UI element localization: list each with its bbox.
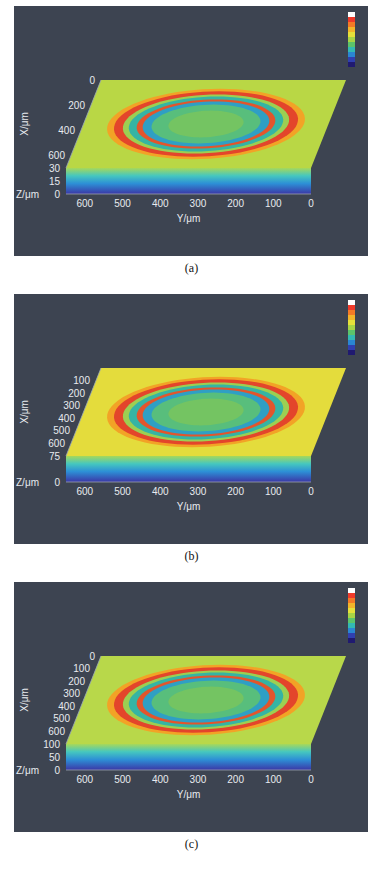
svg-text:100: 100 bbox=[73, 375, 90, 386]
svg-text:500: 500 bbox=[114, 774, 131, 785]
svg-text:100: 100 bbox=[265, 198, 282, 209]
svg-text:400: 400 bbox=[58, 125, 75, 136]
svg-text:X/μm: X/μm bbox=[19, 688, 30, 712]
svg-text:300: 300 bbox=[63, 400, 80, 411]
svg-text:400: 400 bbox=[58, 413, 75, 424]
svg-text:Z/μm: Z/μm bbox=[16, 765, 39, 776]
svg-text:500: 500 bbox=[53, 425, 70, 436]
svg-text:200: 200 bbox=[227, 198, 244, 209]
svg-text:15: 15 bbox=[49, 176, 61, 187]
svg-text:600: 600 bbox=[48, 150, 65, 161]
svg-text:100: 100 bbox=[265, 774, 282, 785]
svg-text:Z/μm: Z/μm bbox=[16, 477, 39, 488]
svg-text:0: 0 bbox=[89, 651, 95, 662]
svg-text:30: 30 bbox=[49, 163, 61, 174]
svg-text:300: 300 bbox=[190, 774, 207, 785]
svg-text:100: 100 bbox=[265, 486, 282, 497]
svg-text:(a): (a) bbox=[185, 261, 198, 275]
svg-text:600: 600 bbox=[48, 438, 65, 449]
svg-text:400: 400 bbox=[58, 701, 75, 712]
svg-text:400: 400 bbox=[152, 198, 169, 209]
svg-text:100: 100 bbox=[43, 739, 60, 750]
svg-text:X/μm: X/μm bbox=[19, 112, 30, 136]
svg-text:600: 600 bbox=[77, 486, 94, 497]
svg-text:0: 0 bbox=[54, 477, 60, 488]
svg-text:500: 500 bbox=[53, 713, 70, 724]
svg-text:X/μm: X/μm bbox=[19, 400, 30, 424]
svg-text:Y/μm: Y/μm bbox=[177, 789, 201, 800]
svg-text:0: 0 bbox=[54, 189, 60, 200]
svg-text:50: 50 bbox=[49, 752, 61, 763]
svg-text:300: 300 bbox=[190, 486, 207, 497]
svg-text:400: 400 bbox=[152, 486, 169, 497]
svg-text:500: 500 bbox=[114, 198, 131, 209]
svg-text:200: 200 bbox=[68, 388, 85, 399]
svg-text:200: 200 bbox=[227, 486, 244, 497]
svg-text:300: 300 bbox=[63, 688, 80, 699]
svg-text:200: 200 bbox=[68, 100, 85, 111]
svg-text:400: 400 bbox=[152, 774, 169, 785]
svg-text:600: 600 bbox=[77, 198, 94, 209]
svg-text:0: 0 bbox=[308, 198, 314, 209]
svg-text:(b): (b) bbox=[185, 549, 199, 563]
svg-text:300: 300 bbox=[190, 198, 207, 209]
svg-text:75: 75 bbox=[49, 451, 61, 462]
svg-text:100: 100 bbox=[73, 663, 90, 674]
svg-text:500: 500 bbox=[114, 486, 131, 497]
svg-text:600: 600 bbox=[48, 726, 65, 737]
svg-text:Y/μm: Y/μm bbox=[177, 213, 201, 224]
svg-text:(c): (c) bbox=[185, 837, 198, 851]
svg-text:0: 0 bbox=[54, 765, 60, 776]
svg-text:0: 0 bbox=[308, 774, 314, 785]
svg-text:0: 0 bbox=[89, 75, 95, 86]
svg-text:Y/μm: Y/μm bbox=[177, 501, 201, 512]
svg-text:Z/μm: Z/μm bbox=[16, 189, 39, 200]
svg-text:200: 200 bbox=[227, 774, 244, 785]
svg-text:600: 600 bbox=[77, 774, 94, 785]
svg-text:0: 0 bbox=[308, 486, 314, 497]
svg-text:200: 200 bbox=[68, 676, 85, 687]
